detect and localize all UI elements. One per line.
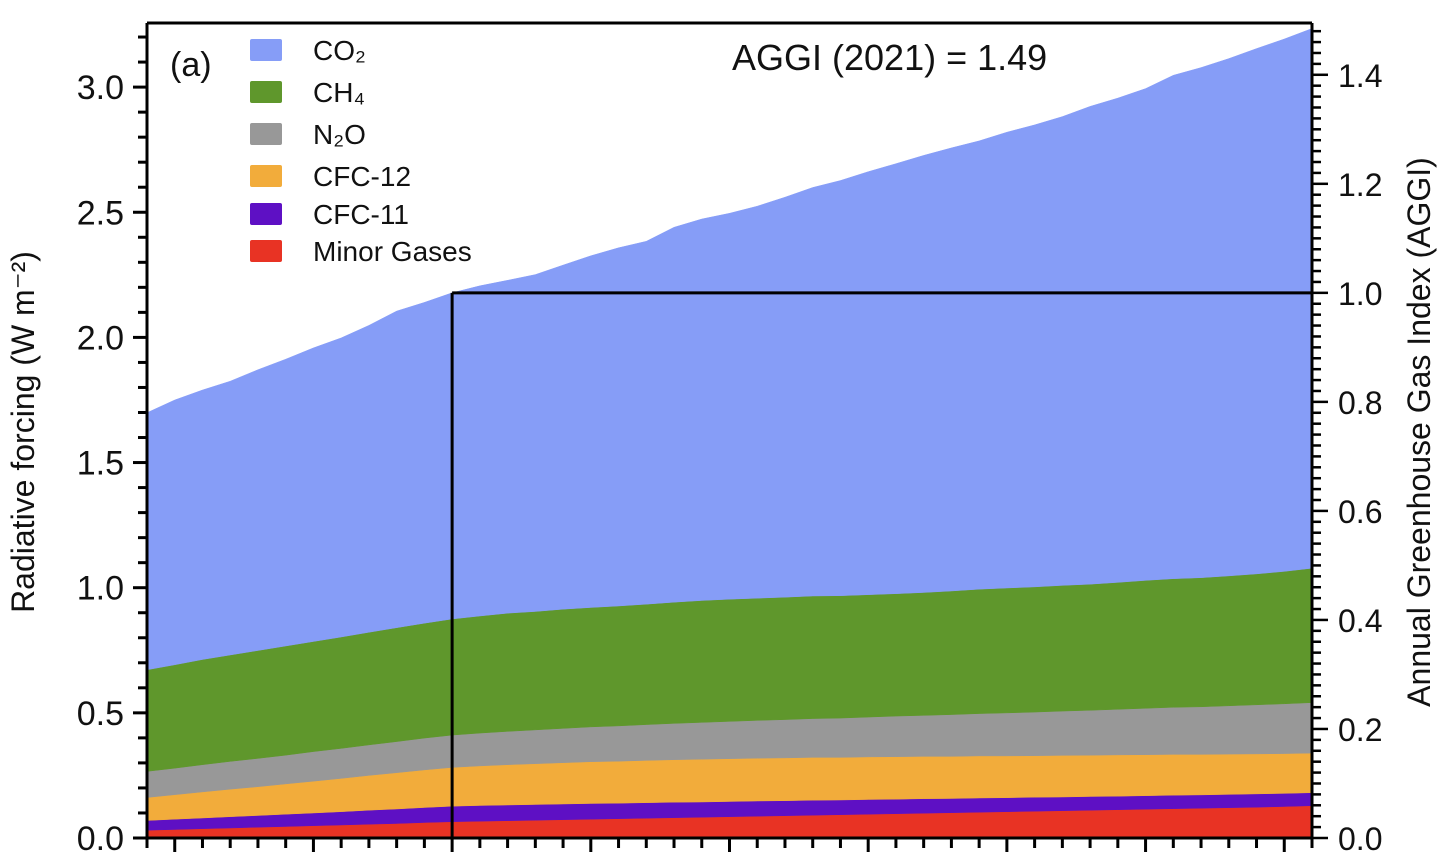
left-tick-label: 0.5	[77, 695, 124, 733]
legend-swatch	[250, 165, 282, 187]
legend: CO₂ CH₄ N₂O CFC-12 CFC-11 Minor Gases	[250, 35, 472, 267]
right-tick-label: 0.6	[1338, 494, 1382, 530]
panel-label: (a)	[170, 46, 212, 84]
stacked-areas	[146, 28, 1313, 839]
right-tick-label: 0.2	[1338, 712, 1382, 748]
right-tick-label: 1.4	[1338, 58, 1382, 94]
y-axis-label-right: Annual Greenhouse Gas Index (AGGI)	[1401, 157, 1437, 707]
legend-label: CH₄	[313, 77, 365, 108]
left-tick-label: 1.0	[77, 570, 124, 608]
right-tick-label: 0.0	[1338, 821, 1382, 852]
aggi-annotation: AGGI (2021) = 1.49	[732, 37, 1047, 78]
reference-1990-line	[450, 291, 1312, 838]
legend-swatch	[250, 39, 282, 61]
left-tick-label: 0.0	[77, 820, 124, 852]
legend-label: CFC-11	[313, 199, 409, 230]
legend-label: Minor Gases	[313, 236, 472, 267]
right-tick-label: 0.4	[1338, 603, 1382, 639]
ticks: 0.0 0.5 1.0 1.5 2.0 2.5 3.0 0.0 0.2 0.4 0.6 0.8 1.0 1…	[77, 29, 1382, 852]
legend-label: CO₂	[313, 35, 366, 66]
left-tick-label: 2.5	[77, 194, 124, 232]
legend-label: N₂O	[313, 119, 366, 150]
legend-swatch	[250, 123, 282, 145]
left-tick-label: 2.0	[77, 319, 124, 357]
left-tick-label: 3.0	[77, 69, 124, 107]
y-axis-label-left: Radiative forcing (W m⁻²)	[5, 251, 41, 613]
right-tick-label: 0.8	[1338, 385, 1382, 421]
legend-label: CFC-12	[313, 161, 411, 192]
legend-swatch	[250, 240, 282, 262]
right-tick-label: 1.2	[1338, 167, 1382, 203]
legend-swatch	[250, 203, 282, 225]
legend-swatch	[250, 81, 282, 103]
right-tick-label: 1.0	[1338, 276, 1382, 312]
left-tick-label: 1.5	[77, 445, 124, 483]
